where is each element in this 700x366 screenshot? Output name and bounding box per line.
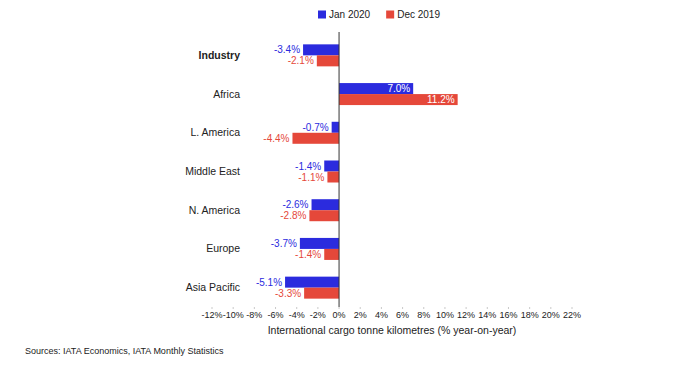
data-label: -5.1% [256, 277, 282, 288]
tick-label: -6% [268, 310, 284, 320]
tick-label: 4% [375, 310, 388, 320]
bars [285, 44, 458, 298]
legend-swatch [318, 11, 326, 19]
tick-label: -2% [310, 310, 326, 320]
bar [312, 199, 340, 210]
category-label: Asia Pacific [186, 281, 240, 293]
bar [339, 94, 458, 105]
tick-mark [381, 307, 382, 309]
tick-mark [466, 307, 467, 309]
data-label: -4.4% [263, 133, 289, 144]
axis-title: International cargo tonne kilometres (% … [268, 324, 517, 336]
bar [292, 133, 339, 144]
tick-label: 22% [563, 310, 581, 320]
tick-label: 0% [333, 310, 346, 320]
data-label: 11.2% [427, 94, 455, 105]
bar [339, 83, 413, 94]
tick-label: 12% [457, 310, 475, 320]
category-label: Middle East [185, 165, 240, 177]
category-label: Africa [213, 88, 240, 100]
tick-mark [550, 307, 551, 309]
tick-label: 16% [499, 310, 517, 320]
tick-mark [529, 307, 530, 309]
category-label: Industry [199, 49, 241, 61]
tick-mark [296, 307, 297, 309]
tick-mark [487, 307, 488, 309]
tick-label: 8% [417, 310, 430, 320]
data-label: -2.6% [282, 199, 308, 210]
tick-mark [317, 307, 318, 309]
tick-label: -10% [223, 310, 244, 320]
tick-mark [444, 307, 445, 309]
tick-mark [233, 307, 234, 309]
legend-label: Jan 2020 [329, 9, 371, 20]
tick-label: 18% [521, 310, 539, 320]
data-label: -0.7% [303, 122, 329, 133]
tick-mark [339, 307, 340, 309]
bar [332, 122, 339, 133]
category-labels: Industry Africa L. America Middle East N. Am… [185, 49, 240, 293]
data-labels: -3.4% 7.0% -0.7% -1.4% -2.6% -3.7% -5.1% -2.1% 1… [256, 44, 455, 298]
tick-label: 6% [396, 310, 409, 320]
tick-label: 20% [542, 310, 560, 320]
bar [324, 161, 339, 172]
data-label: -1.4% [295, 249, 321, 260]
legend-label: Dec 2019 [397, 9, 440, 20]
tick-mark [212, 307, 213, 309]
bar [324, 249, 339, 260]
tick-mark [402, 307, 403, 309]
tick-label: -12% [201, 310, 222, 320]
source: Sources: IATA Economics, IATA Monthly St… [25, 346, 224, 356]
tick-mark [254, 307, 255, 309]
tick-mark [423, 307, 424, 309]
chart: Jan 2020 Dec 2019 -3.4% 7.0% -0.7% -1.4% -2.6%… [0, 0, 700, 366]
tick-label: 14% [478, 310, 496, 320]
data-label: -2.1% [288, 55, 314, 66]
legend-swatch [386, 11, 394, 19]
tick-label: -8% [246, 310, 262, 320]
bar [309, 210, 339, 221]
tick-mark [275, 307, 276, 309]
bar [304, 288, 339, 299]
x-ticks: -12%-10%-8%-6%-4%-2%0%2%4%6%8%10%12%14%1… [201, 307, 581, 320]
data-label: 7.0% [387, 83, 410, 94]
tick-mark [360, 307, 361, 309]
bar [300, 238, 339, 249]
tick-mark [508, 307, 509, 309]
data-label: -1.4% [295, 161, 321, 172]
category-label: N. America [189, 204, 241, 216]
category-label: Europe [206, 242, 240, 254]
tick-label: -4% [289, 310, 305, 320]
data-label: -2.8% [280, 210, 306, 221]
tick-mark [572, 307, 573, 309]
zero-line [339, 32, 340, 307]
data-label: -3.3% [275, 288, 301, 299]
legend: Jan 2020 Dec 2019 [318, 9, 440, 20]
bar [317, 55, 339, 66]
tick-label: 10% [436, 310, 454, 320]
data-label: -1.1% [298, 172, 324, 183]
data-label: -3.4% [274, 44, 300, 55]
data-label: -3.7% [271, 238, 297, 249]
bar [327, 172, 339, 183]
category-label: L. America [190, 126, 240, 138]
bar [303, 44, 339, 55]
tick-label: 2% [354, 310, 367, 320]
bar [285, 277, 339, 288]
